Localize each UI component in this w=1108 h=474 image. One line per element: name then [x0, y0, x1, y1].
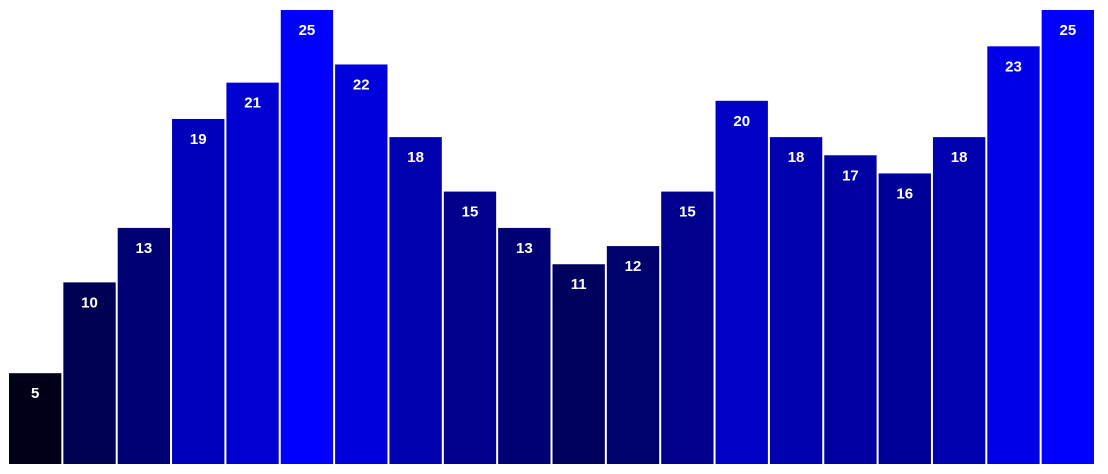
bar-label-11: 11	[571, 276, 587, 293]
bars-group	[9, 10, 1094, 465]
bar-4	[172, 118, 225, 465]
bar-6	[280, 10, 334, 464]
bar-7	[335, 64, 388, 464]
bar-label-17: 16	[896, 185, 913, 202]
bar-2	[63, 282, 116, 464]
bar-label-5: 21	[244, 95, 261, 112]
bar-label-12: 12	[625, 258, 642, 275]
bar-label-20: 25	[1059, 22, 1076, 39]
bar-17	[878, 173, 931, 464]
bar-1	[9, 373, 62, 464]
bar-label-4: 19	[190, 131, 207, 148]
bar-label-16: 17	[842, 167, 859, 184]
bar-label-2: 10	[81, 294, 98, 311]
bar-9	[443, 191, 497, 464]
data-labels-group: 5 10 13 19 21 25 22 18 15 13 11 12 15 20 18 17 16 18 23 25	[31, 22, 1076, 402]
bar-15	[769, 137, 823, 464]
bar-label-7: 22	[353, 76, 370, 93]
bar-11	[552, 264, 605, 464]
bar-13	[661, 191, 714, 464]
bar-5	[226, 82, 279, 464]
bar-label-8: 18	[407, 149, 424, 166]
bar-label-6: 25	[299, 22, 316, 39]
bar-3	[117, 227, 171, 464]
bar-label-18: 18	[951, 149, 968, 166]
bar-19	[987, 46, 1040, 464]
bar-16	[824, 155, 877, 464]
bar-label-15: 18	[788, 149, 805, 166]
bar-label-1: 5	[31, 385, 39, 402]
bar-14	[715, 100, 768, 465]
bar-label-3: 13	[136, 240, 153, 257]
bar-label-19: 23	[1005, 58, 1022, 75]
bar-8	[389, 137, 442, 464]
bar-label-10: 13	[516, 240, 533, 257]
bar-18	[932, 137, 986, 464]
bar-20	[1041, 10, 1094, 464]
bar-label-14: 20	[733, 113, 750, 130]
bar-12	[606, 246, 660, 464]
bar-label-9: 15	[462, 204, 479, 221]
bar-10	[498, 227, 551, 464]
bar-label-13: 15	[679, 204, 696, 221]
